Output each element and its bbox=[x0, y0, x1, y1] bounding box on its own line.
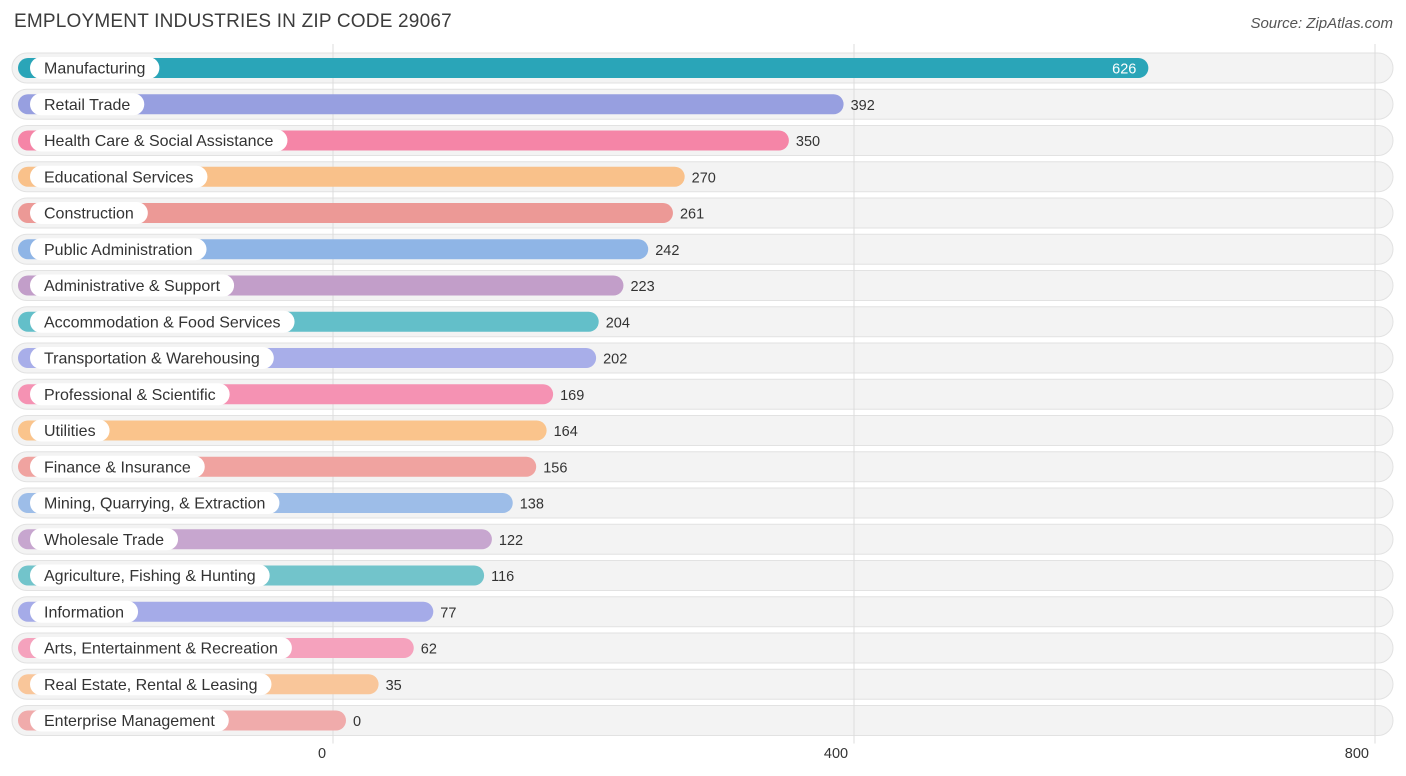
value-label: 62 bbox=[421, 642, 437, 658]
row-track bbox=[11, 705, 1394, 736]
category-label-pill bbox=[30, 129, 288, 152]
bar bbox=[18, 420, 547, 441]
x-tick-label: 0 bbox=[318, 746, 326, 762]
category-label: Accommodation & Food Services bbox=[44, 314, 281, 331]
category-label: Finance & Insurance bbox=[44, 459, 191, 476]
category-label: Manufacturing bbox=[44, 61, 145, 78]
labels: Manufacturing 626 Retail Trade 392 Health Ca… bbox=[30, 57, 1136, 732]
x-axis: 0 400 800 bbox=[318, 746, 1369, 762]
value-label: 138 bbox=[520, 497, 544, 513]
category-label: Administrative & Support bbox=[44, 278, 221, 295]
x-tick-label: 800 bbox=[1345, 746, 1369, 762]
category-label: Wholesale Trade bbox=[44, 532, 164, 549]
value-label: 169 bbox=[560, 388, 584, 404]
value-label: 204 bbox=[606, 315, 630, 331]
category-label-pill bbox=[30, 238, 207, 261]
value-label: 350 bbox=[796, 134, 820, 150]
value-label: 270 bbox=[692, 170, 716, 186]
category-label-pill bbox=[30, 165, 208, 188]
category-label-pill bbox=[30, 492, 280, 514]
category-label: Professional & Scientific bbox=[44, 387, 216, 404]
category-label-pill bbox=[30, 455, 205, 478]
value-label: 242 bbox=[655, 243, 679, 259]
value-label: 202 bbox=[603, 352, 627, 368]
value-label: 392 bbox=[851, 98, 875, 114]
category-label-pill bbox=[30, 310, 295, 333]
category-label-pill bbox=[30, 93, 145, 116]
category-label: Construction bbox=[44, 206, 134, 223]
bar bbox=[18, 58, 1149, 78]
category-label-pill bbox=[30, 564, 270, 587]
category-label: Utilities bbox=[44, 423, 96, 440]
category-label-pill bbox=[30, 673, 272, 696]
category-label: Health Care & Social Assistance bbox=[44, 133, 274, 150]
category-label: Educational Services bbox=[44, 169, 193, 186]
category-label-pill bbox=[30, 528, 179, 551]
category-label-pill bbox=[30, 709, 229, 732]
category-label-pill bbox=[30, 347, 274, 369]
category-label-pill bbox=[30, 600, 139, 623]
value-label: 35 bbox=[386, 678, 402, 694]
category-label: Public Administration bbox=[44, 242, 193, 259]
category-label: Arts, Entertainment & Recreation bbox=[44, 641, 278, 658]
value-label: 261 bbox=[680, 207, 704, 223]
category-label-pill bbox=[30, 202, 148, 224]
chart-title: EMPLOYMENT INDUSTRIES IN ZIP CODE 29067 bbox=[14, 11, 452, 32]
bar bbox=[18, 203, 673, 223]
category-label: Transportation & Warehousing bbox=[44, 351, 260, 368]
category-label: Agriculture, Fishing & Hunting bbox=[44, 568, 256, 585]
chart-source: Source: ZipAtlas.com bbox=[1250, 15, 1393, 32]
category-label-pill bbox=[30, 419, 110, 442]
value-label: 116 bbox=[491, 569, 514, 585]
category-label-pill bbox=[30, 57, 160, 79]
value-label: 626 bbox=[1112, 62, 1136, 78]
bar bbox=[18, 94, 844, 115]
category-label-pill bbox=[30, 274, 235, 297]
category-label: Real Estate, Rental & Leasing bbox=[44, 677, 257, 694]
category-label: Information bbox=[44, 604, 124, 621]
value-label: 0 bbox=[353, 714, 361, 730]
value-label: 122 bbox=[499, 533, 523, 549]
category-label: Mining, Quarrying, & Extraction bbox=[44, 496, 265, 513]
category-label: Enterprise Management bbox=[44, 713, 215, 730]
value-label: 77 bbox=[440, 605, 456, 621]
category-label-pill bbox=[30, 383, 230, 406]
category-label: Retail Trade bbox=[44, 97, 130, 114]
category-label-pill bbox=[30, 637, 292, 659]
x-tick-label: 400 bbox=[824, 746, 848, 762]
value-label: 164 bbox=[554, 424, 578, 440]
value-label: 156 bbox=[543, 460, 567, 476]
value-label: 223 bbox=[630, 279, 654, 295]
